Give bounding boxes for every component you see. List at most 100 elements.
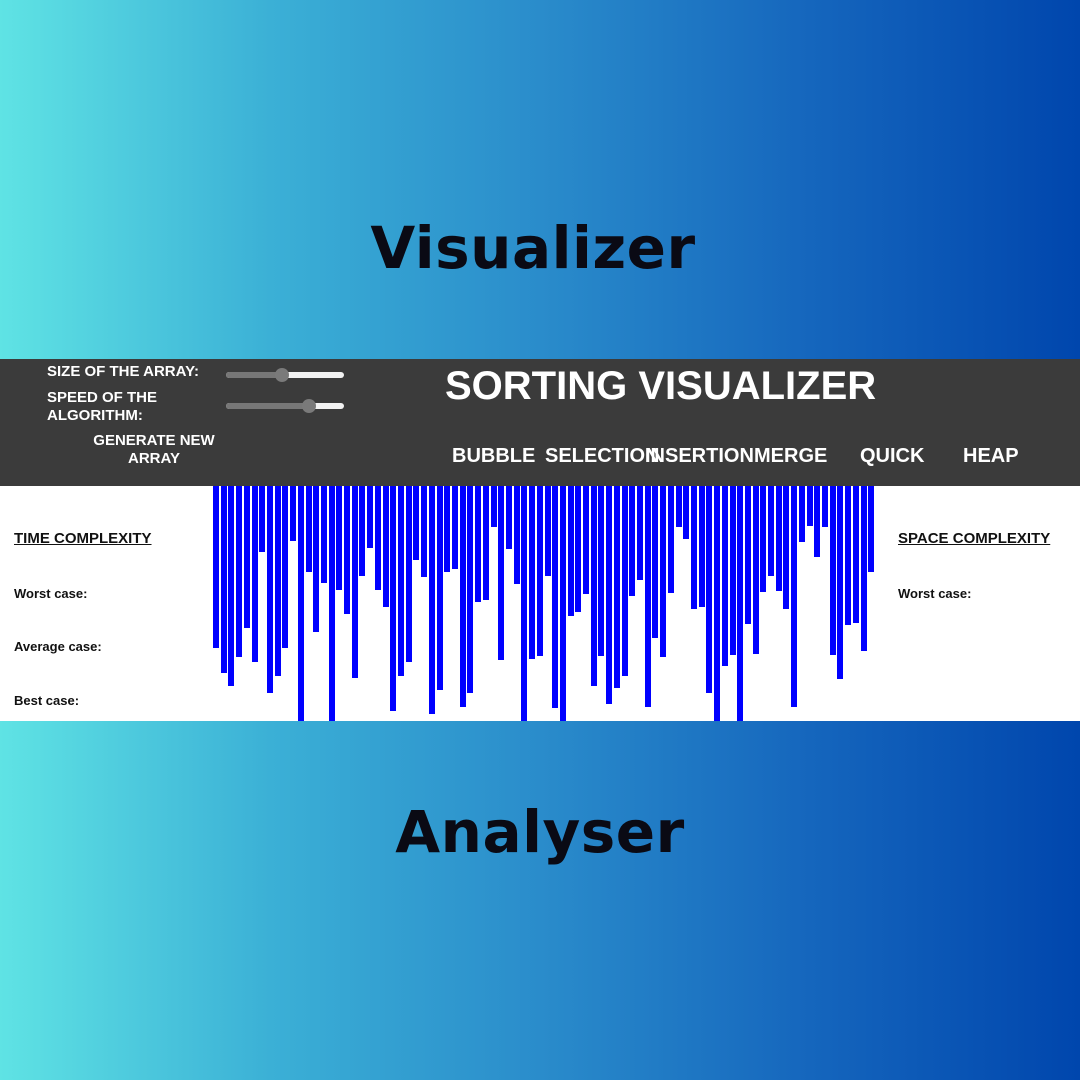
array-bar: [320, 486, 327, 583]
array-bar: [436, 486, 443, 690]
array-bar: [421, 486, 428, 577]
array-bar: [690, 486, 697, 609]
array-bar: [374, 486, 381, 590]
array-bar: [482, 486, 489, 600]
array-bar: [791, 486, 798, 707]
array-bar: [243, 486, 250, 628]
array-bar: [336, 486, 343, 590]
array-bar: [559, 486, 566, 721]
array-bar: [775, 486, 782, 591]
speed-slider-thumb[interactable]: [301, 399, 316, 413]
array-bar: [313, 486, 320, 632]
app-title: SORTING VISUALIZER: [445, 364, 877, 408]
poster-title-visualizer: Visualizer: [370, 214, 696, 282]
array-bar: [575, 486, 582, 612]
time-average-case-label: Average case:: [14, 639, 102, 654]
array-bar: [583, 486, 590, 594]
array-bar: [644, 486, 651, 707]
array-bar: [652, 486, 659, 638]
array-bar: [467, 486, 474, 693]
array-bar: [852, 486, 859, 623]
array-size-slider-thumb[interactable]: [274, 368, 289, 382]
array-bar: [328, 486, 335, 721]
array-bar: [459, 486, 466, 707]
array-bar: [359, 486, 366, 576]
algo-heap-button[interactable]: HEAP: [963, 445, 1019, 467]
array-bar: [637, 486, 643, 580]
app-header: SIZE OF THE ARRAY: SPEED OF THE ALGORITH…: [0, 359, 1080, 486]
array-bar: [405, 486, 412, 662]
array-bar: [714, 486, 721, 721]
array-bar: [567, 486, 574, 616]
array-bar: [290, 486, 297, 541]
array-bars: [213, 486, 876, 721]
time-complexity-heading: TIME COMPLEXITY: [14, 530, 152, 547]
array-bar: [837, 486, 844, 679]
array-bar: [760, 486, 767, 592]
array-bar: [675, 486, 682, 527]
array-bar: [744, 486, 751, 624]
array-bar: [606, 486, 613, 704]
array-bar: [768, 486, 775, 576]
array-bar: [590, 486, 597, 686]
array-bar: [297, 486, 304, 721]
array-bar: [451, 486, 458, 569]
array-bar: [513, 486, 520, 584]
space-worst-case-label: Worst case:: [898, 586, 972, 601]
array-bar: [529, 486, 536, 659]
array-bar: [552, 486, 559, 708]
generate-new-array-button[interactable]: GENERATE NEW ARRAY: [93, 432, 215, 467]
array-bar: [382, 486, 389, 607]
array-bar: [228, 486, 235, 686]
array-bar: [344, 486, 351, 614]
algo-merge-button[interactable]: MERGE: [754, 445, 828, 467]
array-bar: [629, 486, 636, 596]
array-bar: [490, 486, 497, 527]
speed-label: SPEED OF THE ALGORITHM:: [47, 389, 158, 424]
algo-bubble-button[interactable]: BUBBLE: [452, 445, 536, 467]
array-bar: [398, 486, 405, 676]
speed-slider[interactable]: [226, 399, 344, 413]
array-bar: [598, 486, 605, 656]
array-size-slider[interactable]: [226, 368, 344, 382]
array-bar: [236, 486, 243, 657]
array-bar: [428, 486, 435, 714]
array-bar: [845, 486, 852, 625]
array-bar: [660, 486, 667, 657]
algo-selection-button[interactable]: SELECTION: [545, 445, 660, 467]
array-bar: [729, 486, 736, 655]
array-bar: [536, 486, 543, 656]
array-bar: [667, 486, 674, 593]
array-bar: [367, 486, 374, 548]
array-bar: [706, 486, 713, 693]
array-bar: [259, 486, 266, 552]
array-bar: [752, 486, 759, 654]
array-bar: [829, 486, 836, 655]
array-bar: [251, 486, 258, 662]
array-bar: [282, 486, 289, 648]
array-bar: [266, 486, 273, 693]
array-bar: [305, 486, 312, 572]
array-bar: [390, 486, 397, 711]
poster-title-analyser: Analyser: [395, 798, 685, 866]
array-bar: [621, 486, 628, 676]
sorting-visualizer-app: SIZE OF THE ARRAY: SPEED OF THE ALGORITH…: [0, 359, 1080, 721]
array-bar: [220, 486, 227, 673]
array-bar: [822, 486, 829, 527]
array-bar: [274, 486, 281, 676]
array-bar: [444, 486, 451, 572]
algo-quick-button[interactable]: QUICK: [860, 445, 925, 467]
algo-insertion-button[interactable]: INSERTION: [645, 445, 754, 467]
array-bar: [413, 486, 420, 560]
array-size-slider-fill: [226, 372, 282, 378]
array-bar: [737, 486, 744, 721]
array-bar: [683, 486, 690, 539]
array-bar: [475, 486, 482, 602]
speed-slider-fill: [226, 403, 309, 409]
array-bar: [351, 486, 358, 678]
array-bar: [498, 486, 505, 660]
space-complexity-heading: SPACE COMPLEXITY: [898, 530, 1051, 547]
array-bar: [698, 486, 705, 607]
array-bar: [505, 486, 512, 549]
time-best-case-label: Best case:: [14, 693, 80, 708]
